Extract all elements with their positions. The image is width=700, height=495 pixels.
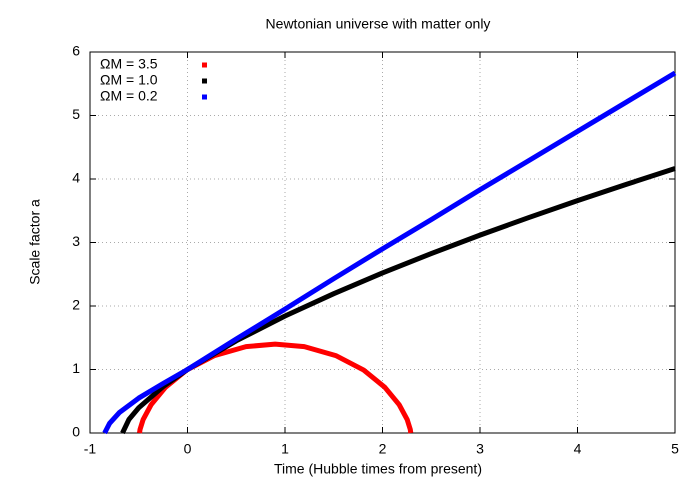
x-tick-label: 1 [281, 441, 289, 457]
y-tick-label: 1 [72, 360, 80, 376]
x-tick-label: 4 [574, 441, 582, 457]
legend-label: ΩM = 0.2 [100, 88, 158, 104]
x-axis-label: Time (Hubble times from present) [274, 461, 482, 477]
legend-label: ΩM = 3.5 [100, 56, 158, 72]
legend-label: ΩM = 1.0 [100, 72, 158, 88]
chart-title: Newtonian universe with matter only [266, 16, 491, 32]
x-tick-label: 2 [379, 441, 387, 457]
y-tick-label: 4 [72, 170, 80, 186]
y-tick-label: 6 [72, 43, 80, 59]
legend-swatch [202, 94, 207, 100]
y-tick-label: 0 [72, 424, 80, 440]
y-tick-label: 5 [72, 106, 80, 122]
legend-swatch [202, 62, 207, 68]
y-axis-label: Scale factor a [27, 199, 43, 285]
legend-swatch [202, 78, 207, 84]
x-tick-label: 3 [476, 441, 484, 457]
series-line [120, 166, 676, 435]
plot-frame [89, 51, 676, 434]
series-line [102, 70, 677, 435]
x-tick-label: -1 [84, 441, 97, 457]
x-tick-label: 5 [671, 441, 679, 457]
x-tick-label: 0 [184, 441, 192, 457]
y-tick-label: 3 [72, 233, 80, 249]
y-tick-label: 2 [72, 297, 80, 313]
series-line [137, 341, 414, 434]
